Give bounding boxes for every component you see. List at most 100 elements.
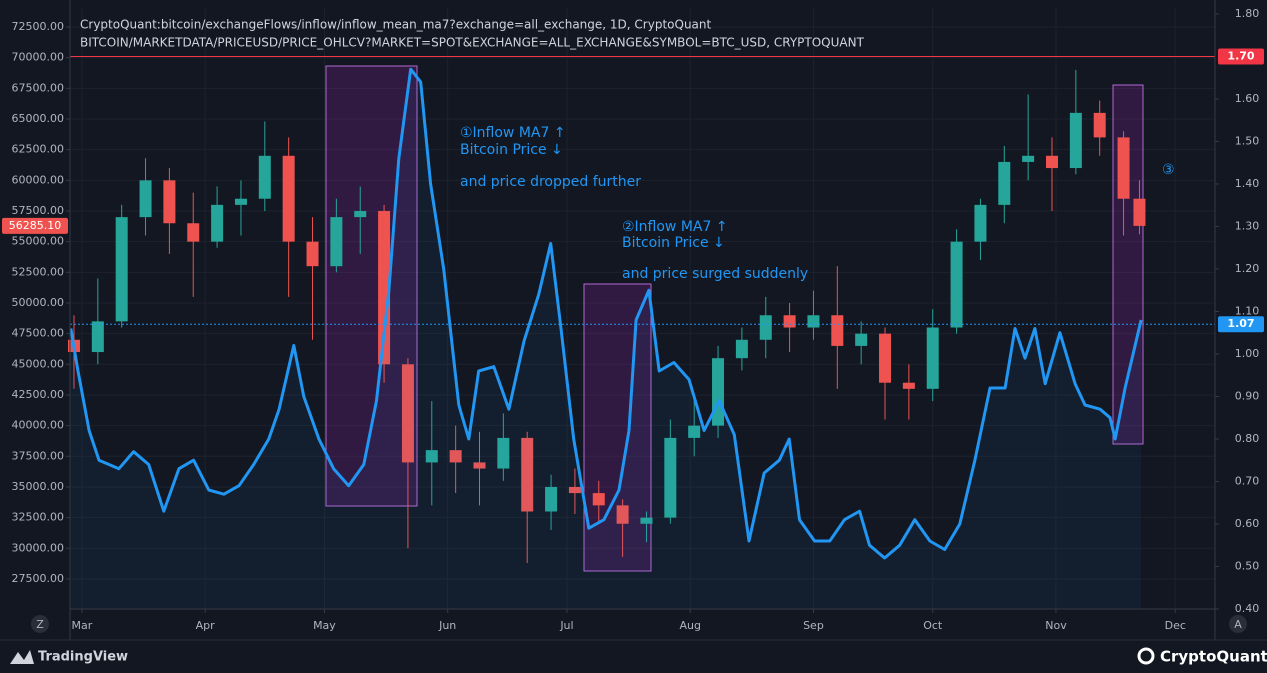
x-tick-label: Nov: [1045, 619, 1067, 632]
candle-body: [759, 315, 772, 340]
y2-tick-label: 1.50: [1235, 134, 1260, 147]
candle-body: [425, 450, 438, 463]
y2-tick-label: 0.40: [1235, 602, 1260, 615]
candle-body: [1045, 155, 1058, 169]
annotation: and price surged suddenly: [622, 266, 808, 282]
y-tick-label: 62500.00: [12, 143, 65, 156]
y-tick-label: 52500.00: [12, 265, 65, 278]
y2-tick-label: 1.20: [1235, 262, 1260, 275]
candle-body: [855, 333, 868, 346]
chart-title: CryptoQuant:bitcoin/exchangeFlows/inflow…: [80, 18, 712, 32]
candle-body: [139, 180, 152, 218]
candle-body: [91, 321, 104, 353]
candle-body: [449, 450, 462, 463]
annotation: ①Inflow MA7 ↑: [460, 125, 566, 141]
candle-body: [568, 486, 581, 494]
y-tick-label: 40000.00: [12, 419, 65, 432]
chart-subtitle: BITCOIN/MARKETDATA/PRICEUSD/PRICE_OHLCV?…: [80, 36, 865, 50]
y-tick-label: 72500.00: [12, 20, 65, 33]
y-tick-label: 50000.00: [12, 296, 65, 309]
x-tick-label: Dec: [1165, 619, 1186, 632]
x-tick-label: Apr: [196, 619, 216, 632]
z-button-label[interactable]: Z: [36, 618, 44, 631]
candle-body: [330, 217, 343, 267]
candle-body: [592, 493, 605, 506]
y-tick-label: 70000.00: [12, 51, 65, 64]
candle-body: [1133, 198, 1146, 226]
candle-body: [926, 327, 939, 389]
y2-tick-label: 0.80: [1235, 432, 1260, 445]
series-line: [69, 67, 1143, 560]
last-price-box: [2, 217, 68, 234]
y2-tick-label: 1.80: [1235, 7, 1260, 20]
candle-body: [640, 517, 653, 524]
series-area: [70, 69, 1142, 609]
y2-tick-label: 1.00: [1235, 347, 1260, 360]
candle-body: [497, 437, 510, 469]
candle-body: [163, 180, 176, 224]
candle-body: [378, 210, 391, 365]
y-tick-label: 67500.00: [12, 81, 65, 94]
cryptoquant-logo: [1137, 647, 1155, 665]
last-price-label: 56285.10: [9, 219, 62, 232]
a-button[interactable]: [1229, 615, 1247, 633]
candle-body: [807, 315, 820, 328]
y2-tick-label: 0.70: [1235, 474, 1260, 487]
candle-body: [616, 505, 629, 524]
candle-body: [688, 425, 701, 438]
y-tick-label: 37500.00: [12, 449, 65, 462]
candle-body: [950, 241, 963, 328]
y-tick-label: 30000.00: [12, 541, 65, 554]
annotation: and price dropped further: [460, 174, 641, 190]
annotation: ②Inflow MA7 ↑: [622, 219, 728, 235]
y-tick-label: 65000.00: [12, 112, 65, 125]
a-button-label[interactable]: A: [1234, 618, 1242, 631]
y-tick-label: 55000.00: [12, 235, 65, 248]
y-tick-label: 35000.00: [12, 480, 65, 493]
y2-tick-label: 1.60: [1235, 92, 1260, 105]
candle-body: [187, 223, 200, 242]
y-tick-label: 32500.00: [12, 511, 65, 524]
annotation: ③: [1162, 162, 1175, 178]
candle-body: [974, 204, 987, 242]
candle-body: [258, 155, 271, 199]
marker-label: 1.70: [1227, 49, 1254, 62]
y-tick-label: 27500.00: [12, 572, 65, 585]
candle-body: [1022, 155, 1035, 162]
candle-body: [1117, 137, 1130, 199]
cryptoquant-brand: CryptoQuant: [1160, 648, 1267, 666]
x-tick-label: Sep: [803, 619, 824, 632]
x-tick-label: Mar: [72, 619, 93, 632]
candle-body: [521, 437, 534, 512]
annotation: Bitcoin Price ↓: [622, 235, 725, 251]
tradingview-brand[interactable]: TradingView: [38, 650, 128, 665]
x-tick-label: Oct: [923, 619, 943, 632]
candle-body: [401, 364, 414, 463]
x-tick-label: Aug: [679, 619, 700, 632]
candle-body: [783, 315, 796, 328]
y2-tick-label: 0.50: [1235, 559, 1260, 572]
candle-body: [664, 437, 677, 518]
x-tick-label: Jun: [438, 619, 456, 632]
candle-body: [234, 198, 247, 205]
y-tick-label: 57500.00: [12, 204, 65, 217]
candle-body: [354, 210, 367, 218]
x-tick-label: May: [313, 619, 336, 632]
y2-tick-label: 1.30: [1235, 219, 1260, 232]
marker-label: 1.07: [1227, 317, 1254, 330]
marker-label-box: [1218, 316, 1264, 333]
marker-label-box: [1218, 48, 1264, 65]
y-tick-label: 47500.00: [12, 327, 65, 340]
y2-tick-label: 0.60: [1235, 517, 1260, 530]
tradingview-logo: [10, 650, 34, 664]
candle-body: [735, 339, 748, 359]
candle-body: [306, 241, 319, 267]
annotation: Bitcoin Price ↓: [460, 142, 563, 158]
y-tick-label: 60000.00: [12, 173, 65, 186]
y2-tick-label: 1.40: [1235, 177, 1260, 190]
candle-body: [879, 333, 892, 383]
z-button[interactable]: [31, 615, 49, 633]
x-tick-label: Jul: [559, 619, 573, 632]
candle-body: [115, 217, 128, 322]
